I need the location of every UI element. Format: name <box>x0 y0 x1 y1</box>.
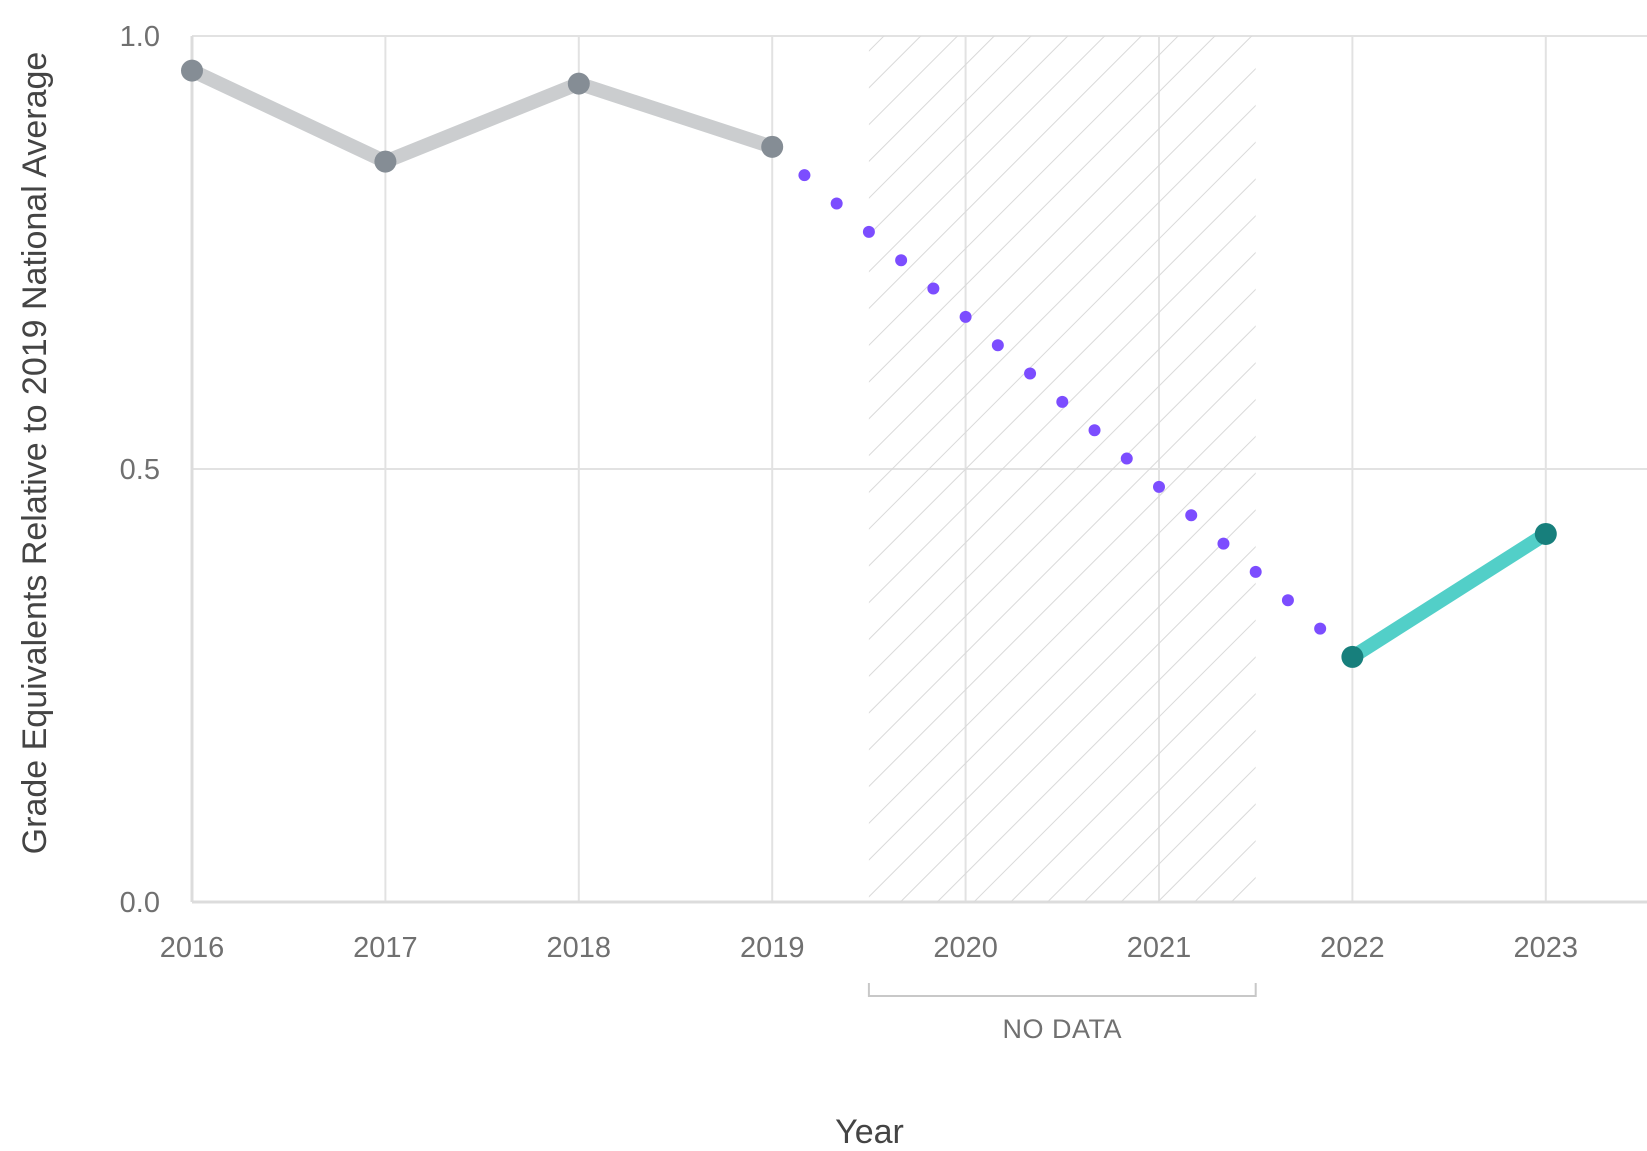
data-point-2017 <box>374 150 397 173</box>
data-point-2023 <box>1534 522 1557 545</box>
data-point-2022 <box>1341 645 1364 668</box>
x-tick-label: 2016 <box>160 932 225 964</box>
x-tick-label: 2019 <box>740 932 805 964</box>
x-tick-label: 2017 <box>353 932 418 964</box>
trend-dot <box>1024 367 1037 380</box>
x-tick-label: 2023 <box>1514 932 1579 964</box>
trend-dot <box>1120 452 1133 465</box>
no-data-hatch <box>868 36 1256 902</box>
x-axis-title: Year <box>835 1113 904 1151</box>
no-data-bracket <box>867 983 1257 997</box>
trend-dot <box>1217 537 1230 550</box>
trend-dot <box>1314 622 1327 635</box>
no-data-band <box>867 36 1257 997</box>
y-tick-label: 1.0 <box>120 21 160 53</box>
x-tick-label: 2021 <box>1127 932 1192 964</box>
trend-dot <box>1088 424 1101 437</box>
no-data-label: NO DATA <box>1003 1014 1123 1044</box>
trend-dot <box>991 339 1004 352</box>
trend-dot <box>1249 565 1262 578</box>
series-line-2 <box>1345 526 1553 664</box>
trend-dot <box>1056 395 1069 408</box>
trend-dot <box>830 197 843 210</box>
trend-dot <box>895 254 908 267</box>
trend-dot <box>798 169 811 182</box>
x-tick-label: 2018 <box>547 932 612 964</box>
series-line-0 <box>185 63 780 169</box>
data-point-2018 <box>567 72 590 95</box>
x-tick-label: 2020 <box>933 932 998 964</box>
series <box>181 59 1557 668</box>
grid <box>190 35 1647 904</box>
x-tick-label: 2022 <box>1320 932 1385 964</box>
trend-dot <box>862 225 875 238</box>
tick-labels: 2016 2017 2018 2019 2020 2021 2022 2023 0.0 0.5 1.… <box>120 21 1578 964</box>
trend-dot <box>1281 594 1294 607</box>
data-point-2016 <box>181 59 203 82</box>
data-point-2019 <box>761 135 784 158</box>
y-axis-title: Grade Equivalents Relative to 2019 Natio… <box>16 52 54 855</box>
trend-dot <box>1185 509 1198 522</box>
trend-dot <box>959 310 972 323</box>
y-tick-label: 0.0 <box>120 887 160 919</box>
trend-dot <box>927 282 940 295</box>
y-tick-label: 0.5 <box>120 454 160 486</box>
trend-dot <box>1153 480 1165 493</box>
